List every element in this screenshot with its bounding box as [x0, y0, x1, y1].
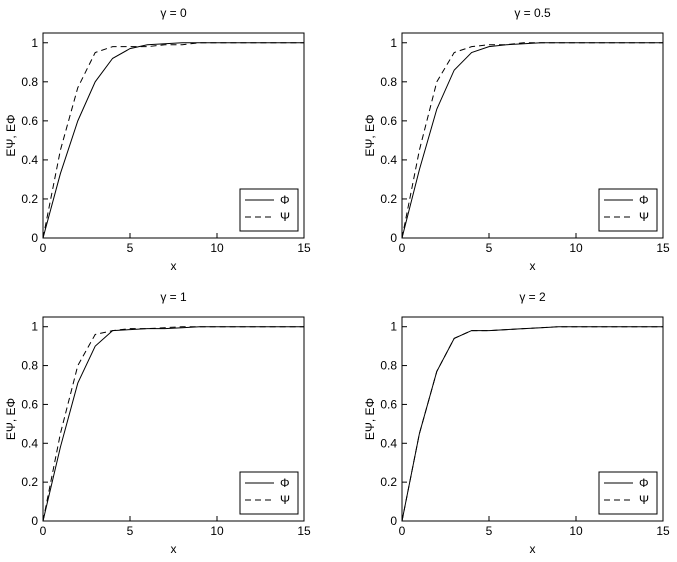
x-tick-label: 15 — [656, 241, 670, 255]
x-tick-label: 15 — [297, 524, 311, 538]
x-axis-label: x — [171, 259, 177, 273]
subplot-title: γ = 0 — [160, 6, 187, 20]
y-tick-label: 0.2 — [21, 475, 38, 489]
legend-label: Ψ — [639, 210, 649, 224]
x-tick-label: 0 — [399, 241, 406, 255]
x-tick-label: 5 — [486, 241, 493, 255]
series-line — [42, 326, 304, 522]
x-axis-label: x — [530, 259, 536, 273]
y-tick-label: 0.6 — [380, 397, 397, 411]
legend-box — [598, 471, 658, 515]
series-line — [401, 42, 663, 239]
y-tick-label: 0.8 — [380, 75, 397, 89]
legend-box — [239, 188, 299, 232]
y-tick-label: 0 — [31, 231, 38, 245]
y-axis-label: EΨ, EΦ — [4, 398, 18, 440]
subplot-title: γ = 0.5 — [514, 6, 551, 20]
y-tick-label: 0.8 — [21, 359, 38, 373]
y-tick-label: 0.2 — [380, 192, 397, 206]
legend-label: Ψ — [280, 210, 290, 224]
y-axis-label: EΨ, EΦ — [363, 398, 377, 440]
x-axis-label: x — [530, 542, 536, 556]
y-tick-label: 0.2 — [380, 475, 397, 489]
legend-label: Φ — [280, 476, 290, 490]
legend-label: Φ — [639, 193, 649, 207]
y-tick-label: 1 — [390, 36, 397, 50]
legend-box — [239, 471, 299, 515]
x-tick-label: 10 — [210, 524, 224, 538]
legend-label: Φ — [280, 193, 290, 207]
y-tick-label: 0.6 — [21, 397, 38, 411]
y-tick-label: 1 — [31, 320, 38, 334]
subplot-title: γ = 1 — [160, 290, 187, 304]
legend-box — [598, 188, 658, 232]
y-tick-label: 0 — [390, 514, 397, 528]
x-tick-label: 0 — [40, 241, 47, 255]
y-tick-label: 0 — [390, 231, 397, 245]
axes-box — [401, 32, 664, 239]
x-tick-label: 10 — [569, 524, 583, 538]
legend-label: Ψ — [280, 493, 290, 507]
subplot: γ = 0.5 x EΨ, EΦ 0 5 10 15 0 0.2 0.4 0.6 0.8 1 ΦΨ — [363, 6, 670, 273]
y-tick-label: 0 — [31, 514, 38, 528]
x-tick-label: 15 — [656, 524, 670, 538]
x-tick-label: 0 — [40, 524, 47, 538]
y-tick-label: 1 — [390, 320, 397, 334]
y-tick-label: 0.4 — [380, 436, 397, 450]
y-tick-label: 0.4 — [21, 153, 38, 167]
axes-box — [42, 32, 305, 239]
subplot: γ = 2 x EΨ, EΦ 0 5 10 15 0 0.2 0.4 0.6 0.8 1 ΦΨ — [363, 290, 670, 556]
axes-box — [401, 316, 664, 522]
subplot: γ = 0 x EΨ, EΦ 0 5 10 15 0 0.2 0.4 0.6 0.8 1 ΦΨ — [4, 6, 311, 273]
y-axis-label: EΨ, EΦ — [4, 114, 18, 156]
axes-box — [42, 316, 305, 522]
y-tick-label: 0.6 — [21, 114, 38, 128]
y-tick-label: 0.4 — [21, 436, 38, 450]
legend-label: Φ — [639, 476, 649, 490]
series-line — [42, 42, 304, 239]
x-tick-label: 5 — [486, 524, 493, 538]
subplot: γ = 1 x EΨ, EΦ 0 5 10 15 0 0.2 0.4 0.6 0.8 1 ΦΨ — [4, 290, 311, 556]
y-tick-label: 0.8 — [380, 359, 397, 373]
y-tick-label: 1 — [31, 36, 38, 50]
y-tick-label: 0.4 — [380, 153, 397, 167]
series-line — [401, 326, 663, 522]
x-tick-label: 0 — [399, 524, 406, 538]
y-tick-label: 0.2 — [21, 192, 38, 206]
x-tick-label: 10 — [569, 241, 583, 255]
subplot-title: γ = 2 — [519, 290, 546, 304]
x-tick-label: 10 — [210, 241, 224, 255]
x-tick-label: 15 — [297, 241, 311, 255]
legend-label: Ψ — [639, 493, 649, 507]
y-tick-label: 0.6 — [380, 114, 397, 128]
x-tick-label: 5 — [127, 241, 134, 255]
y-axis-label: EΨ, EΦ — [363, 114, 377, 156]
x-axis-label: x — [171, 542, 177, 556]
x-tick-label: 5 — [127, 524, 134, 538]
y-tick-label: 0.8 — [21, 75, 38, 89]
